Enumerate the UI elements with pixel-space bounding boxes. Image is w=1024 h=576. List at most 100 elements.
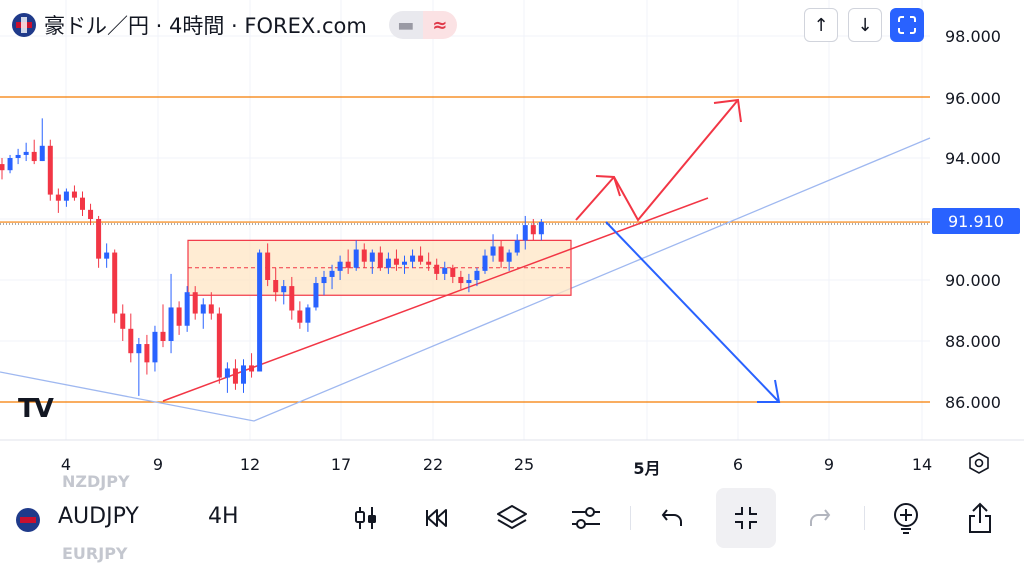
layers-icon [497,505,527,529]
axis-settings-icon[interactable] [967,451,991,475]
wave-mode-icon[interactable]: ≈ [422,11,457,39]
candle-body [200,304,206,314]
candle-body [47,145,53,195]
price-label: 98.000 [945,27,1001,46]
candlestick-icon [355,507,376,529]
candle-body [112,252,118,314]
symbol-selector[interactable]: AUDJPY [58,504,139,529]
chart-title: 豪ドル／円 · 4時間 · FOREX.com [44,14,367,38]
line-mode-icon[interactable]: ▬ [388,11,423,39]
candle-body [120,313,126,329]
interval-selector[interactable]: 4H [208,504,239,529]
date-label: 25 [513,455,535,474]
candle-body [329,270,335,277]
fullscreen-button[interactable] [890,8,924,42]
candle-body [305,307,311,323]
candle-body [361,249,367,262]
price-label: 90.000 [945,271,1001,290]
redo-button[interactable] [800,500,840,536]
candle-body [377,252,383,268]
date-label: 12 [239,455,261,474]
rewind-icon [426,509,447,527]
current-price-tag: 91.910 [932,208,1020,234]
scroll-down-button[interactable]: ↓ [848,8,882,42]
replay-button[interactable] [418,500,458,536]
date-label: 5月 [633,459,661,478]
collapse-icon [735,507,757,529]
candle-body [128,328,134,354]
candle-body [313,283,319,308]
candle-body [385,258,391,268]
candle-body [474,270,480,280]
candle-body [192,292,198,314]
candle-body [7,158,13,171]
candle-body [232,368,238,384]
scenario-arrow-head [713,98,742,123]
chart-header: 豪ドル／円 · 4時間 · FOREX.com ▬ ≈ [12,10,457,40]
scenario-arrow-head [757,379,781,403]
candle-body [337,261,343,271]
candle-body [482,255,488,271]
candle-body [249,365,255,372]
price-label: 94.000 [945,149,1001,168]
candle-body [442,267,448,274]
candle-body [208,304,214,314]
layers-button[interactable] [492,500,532,536]
candle-body [426,261,432,265]
price-label: 86.000 [945,393,1001,412]
ideas-button[interactable] [886,500,926,536]
candle-body [369,252,375,262]
candle-body [184,292,190,326]
candle-body [522,225,528,241]
toolbar-divider [630,506,631,530]
scenario-arrow-bounce [613,99,739,222]
collapse-button[interactable] [716,488,776,548]
candle-body [321,276,327,284]
candle-body [31,151,37,162]
candle-body [393,258,399,265]
indicators-settings-button[interactable] [566,500,606,536]
redo-icon [810,509,831,526]
candle-body [71,191,77,198]
candle-body [418,255,424,262]
chart-mode-toggle[interactable]: ▬ ≈ [388,11,457,39]
candle-body [55,194,61,201]
candle-body [498,246,504,262]
chart-type-button[interactable] [346,500,386,536]
candle-body [353,249,359,268]
scroll-up-button[interactable]: ↑ [804,8,838,42]
candle-body [458,276,464,284]
candle-body [345,261,351,268]
candle-body [241,365,246,384]
undo-button[interactable] [652,500,692,536]
price-chart[interactable] [0,0,1024,480]
date-label: 6 [732,455,744,474]
candle-body [160,331,166,341]
candle-body [176,307,182,326]
candle-body [273,280,279,293]
candle-body [281,286,287,293]
candle-body [168,307,174,341]
sliders-icon [572,507,600,529]
price-label: 96.000 [945,89,1001,108]
candle-body [538,222,544,235]
candle-body [39,145,45,162]
candle-body [506,252,512,262]
date-label: 22 [422,455,444,474]
scenario-arrow-up-short [575,176,615,221]
aud-flag-icon [16,508,40,532]
candle-body [466,280,472,284]
share-icon [969,502,991,533]
candle-body [63,191,69,201]
toolbar-divider [864,506,865,530]
candle-body [80,197,85,210]
date-label: 14 [911,455,933,474]
candle-body [152,331,158,363]
share-button[interactable] [960,500,1000,536]
chart-area[interactable] [0,0,1024,480]
candle-body [410,255,416,262]
candle-body [0,164,5,171]
date-label: 9 [152,455,164,474]
candle-body [96,219,102,259]
candle-body [402,261,407,265]
